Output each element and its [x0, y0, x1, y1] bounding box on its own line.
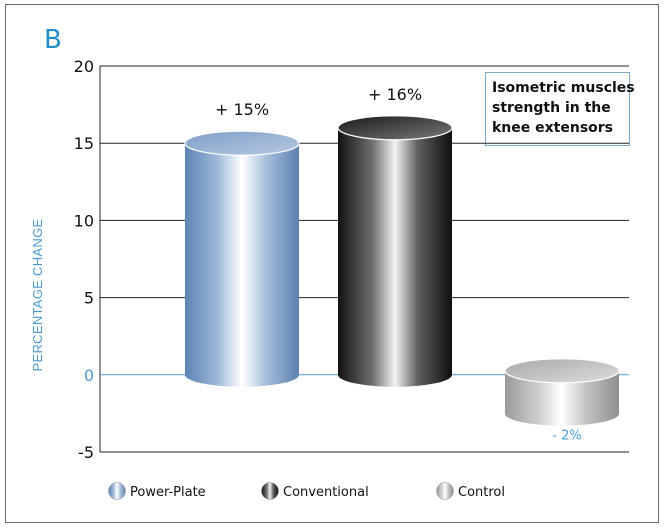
legend-entry-conventional: Conventional: [261, 482, 369, 500]
bar-top: [337, 115, 453, 141]
panel-label: B: [44, 25, 62, 55]
chart-note-box: Isometric muscles strength in the knee e…: [485, 72, 635, 146]
chart-note-line-1: Isometric muscles: [492, 80, 635, 96]
figure-frame: B Isometric muscles strength in the knee…: [5, 4, 659, 523]
bar-top: [184, 130, 300, 156]
bar-top: [504, 358, 620, 384]
legend-entry-control: Control: [436, 482, 505, 500]
data-label: + 16%: [368, 85, 422, 104]
data-label: - 2%: [552, 429, 581, 444]
data-label: + 15%: [215, 100, 269, 119]
legend-swatch: [108, 482, 126, 500]
chart-note-line-2: strength in the: [492, 100, 611, 116]
legend-entry-power-plate: Power-Plate: [108, 482, 206, 500]
bar-body: [338, 127, 452, 387]
legend-swatch: [436, 482, 454, 500]
y-tick-label: 20: [74, 57, 94, 76]
legend-label: Power-Plate: [130, 485, 206, 500]
y-axis-title: PERCENTAGE CHANGE: [30, 219, 45, 372]
y-tick-label: -5: [78, 443, 94, 462]
y-tick-label: 10: [74, 211, 94, 230]
y-tick-label: 0: [84, 366, 94, 385]
bar-body: [505, 370, 619, 426]
bar-body: [185, 143, 299, 387]
chart-note-line-3: knee extensors: [492, 120, 614, 136]
y-tick-label: 15: [74, 134, 94, 153]
legend-swatch: [261, 482, 279, 500]
legend-label: Control: [458, 485, 505, 500]
legend-label: Conventional: [283, 485, 369, 500]
y-tick-label: 5: [84, 289, 94, 308]
bar-conventional: [337, 115, 453, 387]
bar-control: [504, 358, 620, 426]
bar-power-plate: [184, 130, 300, 387]
